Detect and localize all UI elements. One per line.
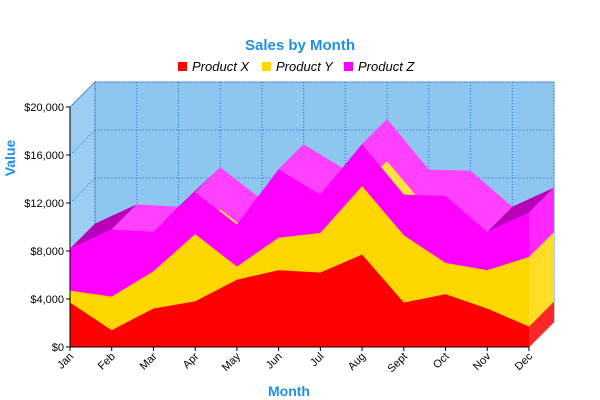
y-axis-title: Value xyxy=(2,140,18,177)
legend-label: Product X xyxy=(192,59,250,74)
x-tick-label: Nov xyxy=(471,350,494,373)
area-top-product-z xyxy=(445,170,513,232)
x-tick-label: Apr xyxy=(181,350,202,371)
legend: Product X Product Y Product Z xyxy=(178,59,415,74)
area-top-product-z xyxy=(403,169,471,196)
legend-item: Product Y xyxy=(262,59,334,74)
area-top-product-z xyxy=(487,187,554,232)
x-tick-label: May xyxy=(220,350,244,374)
area-top-product-z xyxy=(195,167,262,225)
area-product-y xyxy=(70,186,529,331)
chart-title: Sales by Month xyxy=(245,37,355,54)
area-top-product-z xyxy=(111,204,179,232)
area-top-product-z xyxy=(278,144,346,195)
x-axis-title: Month xyxy=(268,383,310,399)
x-tick-label: Aug xyxy=(346,351,368,373)
y-tick-label: $4,000 xyxy=(30,294,64,306)
x-tick-label: Jun xyxy=(264,351,285,372)
x-tick-label: Dec xyxy=(513,350,536,373)
legend-swatch xyxy=(178,62,187,71)
area-top-product-z xyxy=(153,167,221,232)
legend-item: Product Z xyxy=(344,59,415,74)
legend-label: Product Z xyxy=(358,59,415,74)
area-side-product-y xyxy=(529,232,554,327)
legend-swatch xyxy=(262,62,271,71)
area-side-product-x xyxy=(529,301,554,347)
y-tick-label: $0 xyxy=(52,342,64,354)
legend-label: Product Y xyxy=(276,59,334,74)
area-side-product-z xyxy=(529,187,554,257)
x-tick-label: Sept xyxy=(385,351,409,375)
y-tick-label: $16,000 xyxy=(24,150,64,162)
x-tick-label: Feb xyxy=(96,351,118,373)
y-tick-label: $12,000 xyxy=(24,198,64,210)
legend-swatch xyxy=(344,62,353,71)
area-top-product-z xyxy=(362,119,429,195)
y-tick-label: $8,000 xyxy=(30,246,64,258)
area-product-x xyxy=(70,254,529,347)
x-tick-label: Jul xyxy=(308,351,326,369)
x-tick-label: Oct xyxy=(431,351,452,372)
area-top-product-z xyxy=(70,204,137,249)
area-product-z xyxy=(70,144,529,297)
legend-item: Product X xyxy=(178,59,250,74)
x-tick-label: Mar xyxy=(138,350,160,372)
y-tick-label: $20,000 xyxy=(24,102,64,114)
